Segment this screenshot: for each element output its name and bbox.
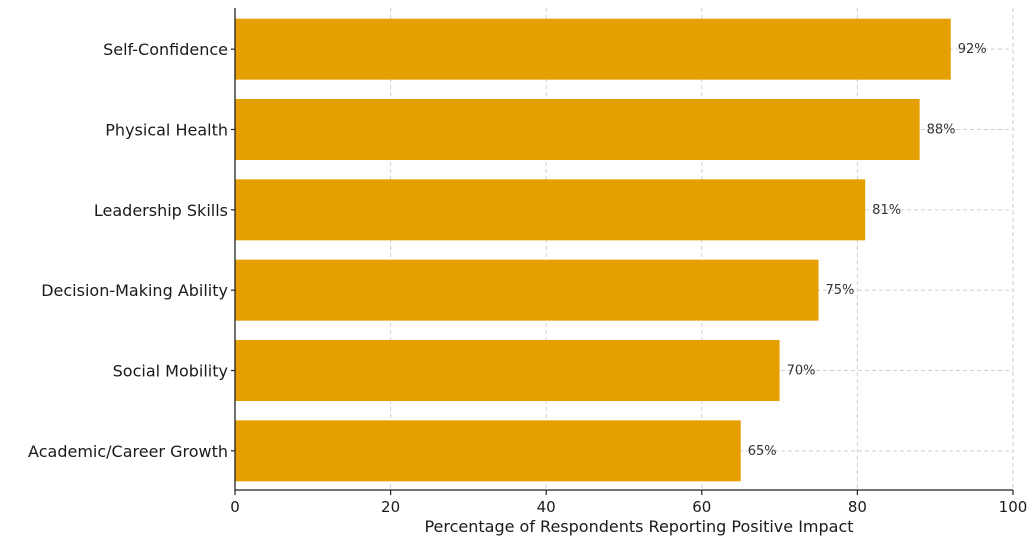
data-label: 92% <box>958 42 987 57</box>
x-tick-label: 20 <box>381 498 400 516</box>
labels-layer: Self-Confidence 92% Physical Health 88% Lead… <box>28 40 987 461</box>
x-tick-label: 0 <box>230 498 240 516</box>
x-axis-title: Percentage of Respondents Reporting Posi… <box>424 517 853 536</box>
bar-academic-career-growth <box>235 420 741 482</box>
x-tick-label: 80 <box>848 498 867 516</box>
bar-leadership-skills <box>235 179 866 241</box>
axes-layer: 0 20 40 60 80 100 <box>230 8 1027 516</box>
bar-self-confidence <box>235 18 951 80</box>
bars-layer <box>235 18 951 482</box>
data-label: 65% <box>748 444 777 459</box>
y-tick-label: Leadership Skills <box>94 201 228 220</box>
data-label: 70% <box>787 364 816 379</box>
grid-layer <box>235 8 1014 490</box>
x-tick-label: 60 <box>692 498 711 516</box>
x-tick-label: 40 <box>537 498 556 516</box>
y-tick-label: Physical Health <box>105 121 228 140</box>
y-tick-label: Self-Confidence <box>103 40 228 59</box>
y-tick-label: Academic/Career Growth <box>28 442 228 461</box>
bar-decision-making-ability <box>235 259 819 321</box>
data-label: 75% <box>826 283 855 298</box>
y-tick-label: Decision-Making Ability <box>41 281 228 300</box>
x-tick-label: 100 <box>999 498 1028 516</box>
data-label: 81% <box>872 203 901 218</box>
y-tick-label: Social Mobility <box>113 362 228 381</box>
bar-social-mobility <box>235 340 780 401</box>
data-label: 88% <box>927 123 956 138</box>
bar-physical-health <box>235 99 920 160</box>
